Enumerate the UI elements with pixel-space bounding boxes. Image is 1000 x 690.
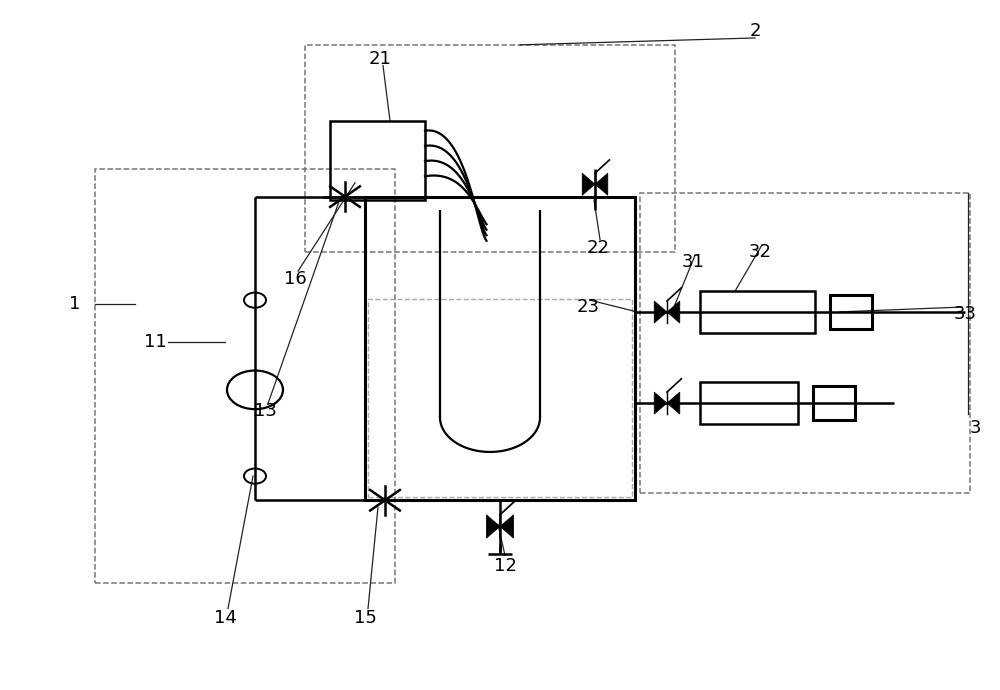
Text: 15: 15: [354, 609, 376, 627]
Bar: [368, 299, 632, 497]
Polygon shape: [667, 301, 680, 323]
Bar: [700, 291, 815, 333]
Bar: [830, 295, 872, 329]
Polygon shape: [654, 392, 667, 414]
Bar: [95, 169, 395, 583]
Polygon shape: [667, 392, 680, 414]
Polygon shape: [500, 515, 514, 538]
Text: 3: 3: [969, 419, 981, 437]
Bar: [330, 121, 425, 200]
Text: 22: 22: [586, 239, 610, 257]
Polygon shape: [654, 301, 667, 323]
Bar: [813, 386, 855, 420]
Text: 23: 23: [576, 298, 600, 316]
Text: 2: 2: [749, 22, 761, 40]
Text: 21: 21: [369, 50, 391, 68]
Bar: [640, 193, 970, 493]
Bar: [305, 45, 675, 252]
Polygon shape: [486, 515, 500, 538]
Bar: [700, 382, 798, 424]
Text: 12: 12: [494, 557, 516, 575]
Text: 33: 33: [954, 305, 976, 323]
Bar: [365, 197, 635, 500]
Text: 13: 13: [254, 402, 276, 420]
Text: 31: 31: [682, 253, 704, 271]
Text: 14: 14: [214, 609, 236, 627]
Polygon shape: [595, 173, 608, 195]
Polygon shape: [582, 173, 595, 195]
Text: 16: 16: [284, 270, 306, 288]
Text: 11: 11: [144, 333, 166, 351]
Text: 32: 32: [748, 243, 772, 261]
Text: 1: 1: [69, 295, 81, 313]
